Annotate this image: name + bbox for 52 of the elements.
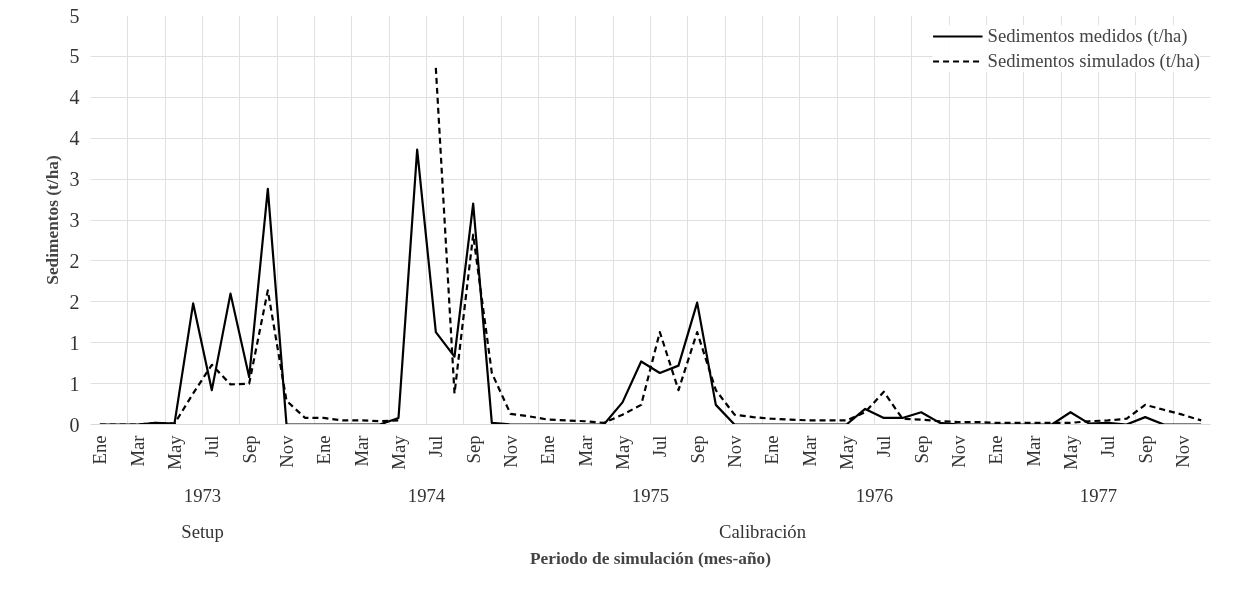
x-tick-label: Sep <box>686 435 708 464</box>
x-tick-label: Ene <box>89 435 111 465</box>
x-tick-label: Mar <box>1022 434 1044 467</box>
y-tick-label: 4 <box>69 86 80 109</box>
y-tick-label: 2 <box>69 290 80 313</box>
y-tick-label: 1 <box>69 372 80 395</box>
x-axis-title: Periodo de simulación (mes-año) <box>529 548 772 568</box>
legend-label: Sedimentos simulados (t/ha) <box>987 50 1200 72</box>
x-tick-label: Ene <box>537 435 559 465</box>
y-tick-label: 3 <box>69 168 80 191</box>
y-tick-label: 2 <box>69 249 80 272</box>
text: 1974 <box>407 484 446 506</box>
text: Setup <box>181 520 224 542</box>
x-tick-label: May <box>612 434 633 470</box>
y-tick-label: 0 <box>69 413 80 436</box>
y-tick-label: 4 <box>69 127 80 150</box>
x-tick-label: Ene <box>761 435 783 465</box>
x-tick-label: Nov <box>1172 434 1193 468</box>
x-tick-label: Sep <box>462 435 484 464</box>
x-tick-label: Jul <box>201 435 223 458</box>
y-tick-label: 5 <box>69 45 80 68</box>
x-tick-label: Sep <box>910 435 932 464</box>
x-tick-label: Jul <box>649 435 671 458</box>
x-tick-label: May <box>388 434 409 470</box>
x-tick-label: Mar <box>798 434 820 467</box>
x-tick-label: May <box>1060 434 1081 470</box>
text: 1975 <box>631 484 670 506</box>
x-tick-label: May <box>164 434 185 470</box>
text: 1977 <box>1079 484 1118 506</box>
x-tick-label: Nov <box>500 434 521 468</box>
x-tick-label: Ene <box>313 435 335 465</box>
x-tick-label: Mar <box>126 434 148 467</box>
text: Calibración <box>718 520 807 542</box>
y-tick-label: 3 <box>69 209 80 231</box>
x-tick-label: Sep <box>1134 435 1156 464</box>
x-tick-label: Jul <box>425 435 447 458</box>
x-tick-label: Mar <box>574 434 596 467</box>
x-tick-label: Nov <box>276 434 297 468</box>
y-tick-label: 1 <box>69 331 80 354</box>
x-tick-label: Mar <box>350 434 372 467</box>
x-tick-label: Jul <box>873 435 895 458</box>
text: 1976 <box>855 484 894 506</box>
x-tick-label: May <box>836 434 857 470</box>
y-axis-title: Sedimentos (t/ha) <box>42 155 62 285</box>
x-tick-label: Nov <box>724 434 745 468</box>
y-tick-label: 5 <box>69 4 80 27</box>
x-tick-label: Sep <box>238 435 260 464</box>
x-tick-label: Ene <box>985 435 1007 465</box>
x-tick-label: Jul <box>1097 435 1119 458</box>
text: 1973 <box>183 484 222 506</box>
legend-label: Sedimentos medidos (t/ha) <box>987 25 1188 47</box>
x-tick-label: Nov <box>948 434 969 468</box>
